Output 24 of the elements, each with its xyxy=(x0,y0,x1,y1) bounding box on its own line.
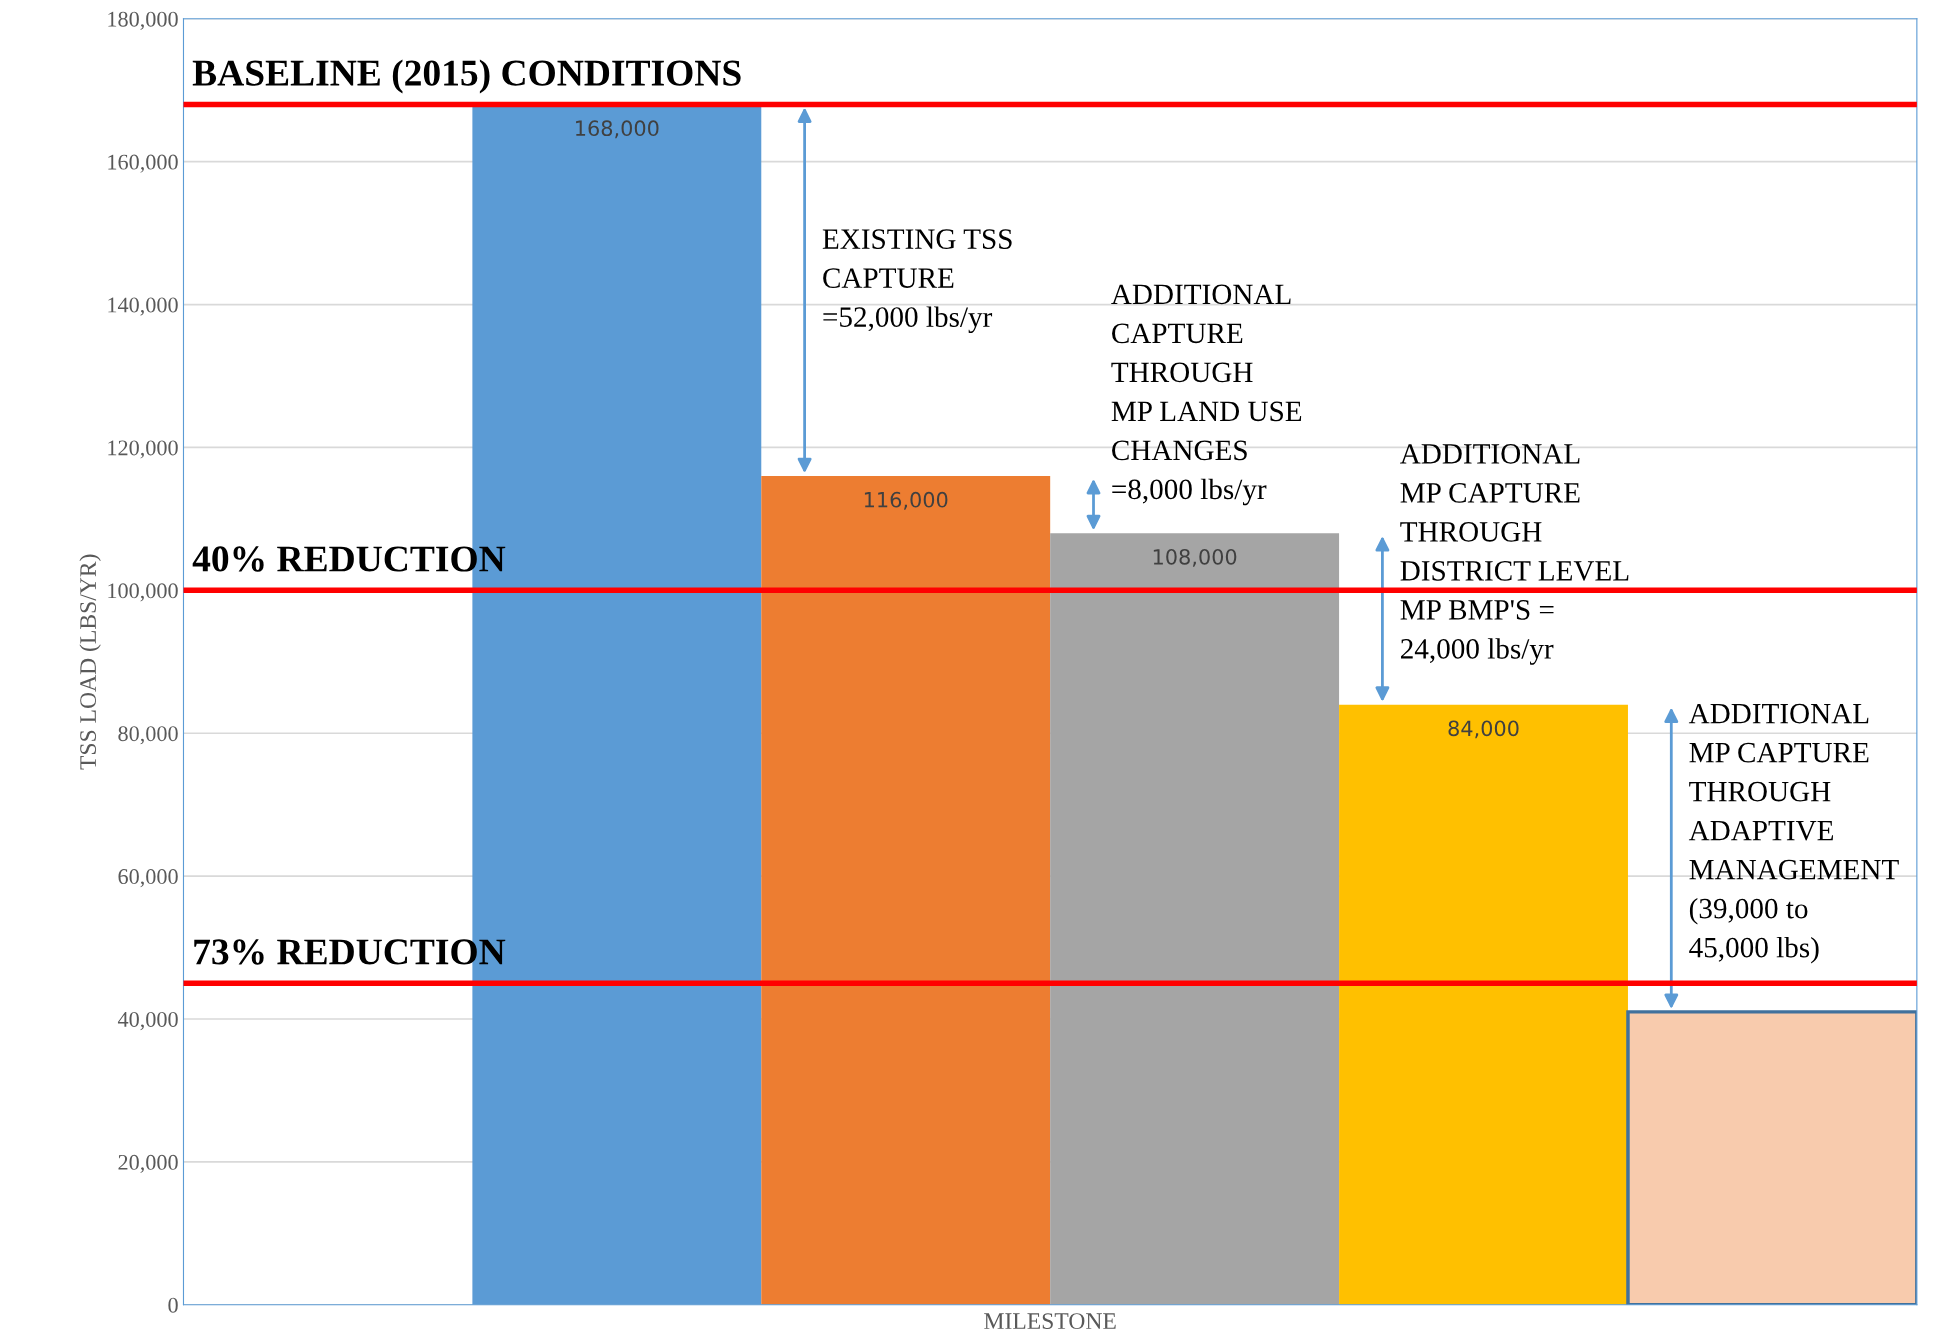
x-axis-title: MILESTONE xyxy=(984,1313,1116,1330)
y-tick-label: 0 xyxy=(168,1297,178,1313)
y-tick-label: 20,000 xyxy=(118,1154,178,1174)
data-label: 116,000 xyxy=(864,491,948,510)
annotation: ADDITIONAL CAPTURE THROUGH MP LAND USE CHANGES =8,000 lbs/yr xyxy=(1111,284,1302,506)
annotation: ADDITIONAL MP CAPTURE THROUGH DISTRICT LEVEL MP BMP'S = 24,000 lbs/yr xyxy=(1400,444,1629,665)
y-axis-title: TSS LOAD (LBS/YR) xyxy=(79,554,101,770)
annotation: EXISTING TSS CAPTURE =52,000 lbs/yr xyxy=(822,229,1012,333)
y-tick-label: 140,000 xyxy=(108,297,178,316)
bar xyxy=(761,476,1051,1305)
data-label: 84,000 xyxy=(1448,720,1519,739)
y-tick-label: 40,000 xyxy=(117,1011,178,1031)
y-tick-label: 160,000 xyxy=(108,154,178,173)
y-tick-label: 180,000 xyxy=(108,11,178,30)
y-tick-label: 100,000 xyxy=(108,583,178,602)
data-label: 108,000 xyxy=(1153,548,1237,567)
bar xyxy=(1339,704,1628,1305)
bar xyxy=(1050,533,1340,1305)
ref-line-label: BASELINE (2015) CONDITIONS xyxy=(192,59,741,94)
y-tick-label: 80,000 xyxy=(118,726,178,745)
data-label: 168,000 xyxy=(576,120,659,139)
annotation: ADDITIONAL MP CAPTURE THROUGH ADAPTIVE MANAGEMENT (39,000 to 45,000 lbs) xyxy=(1688,703,1899,964)
y-tick-label: 60,000 xyxy=(118,869,178,888)
y-tick-label: 120,000 xyxy=(108,440,178,459)
